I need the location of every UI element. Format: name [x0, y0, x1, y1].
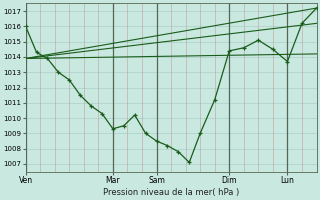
X-axis label: Pression niveau de la mer( hPa ): Pression niveau de la mer( hPa )	[103, 188, 239, 197]
